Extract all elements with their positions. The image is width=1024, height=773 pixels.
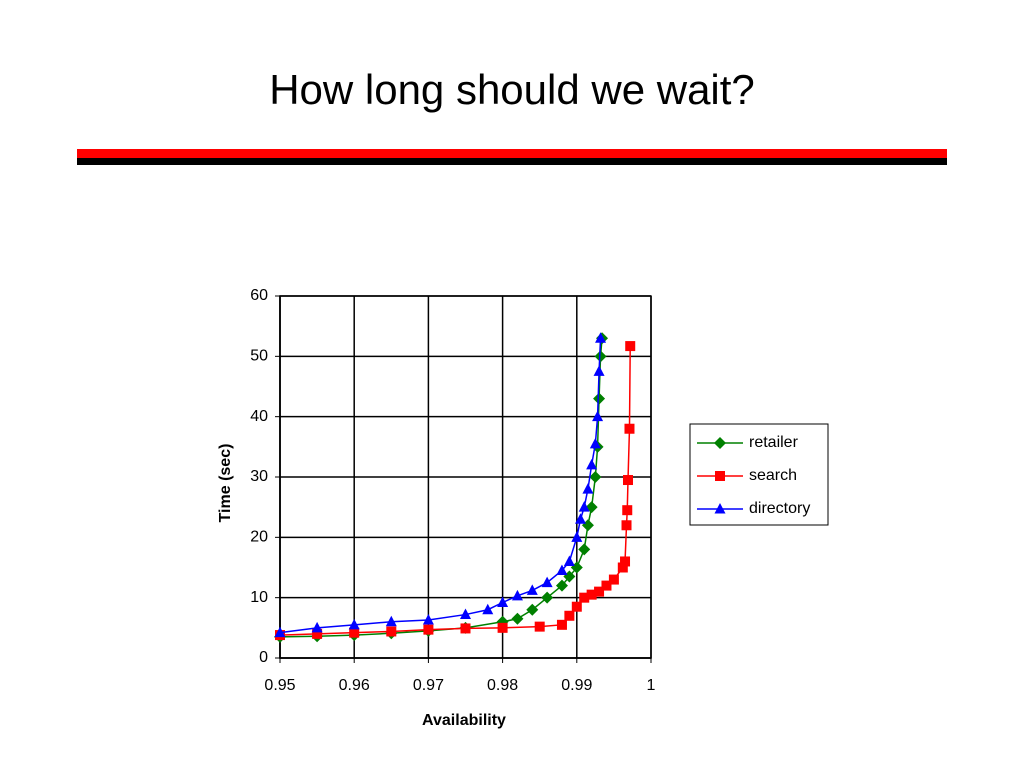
marker — [714, 437, 726, 449]
legend-label: search — [749, 467, 797, 484]
marker — [423, 624, 434, 635]
marker — [497, 596, 509, 607]
marker — [526, 584, 538, 595]
x-tick-label: 0.97 — [413, 677, 444, 694]
marker — [312, 628, 323, 639]
marker — [311, 621, 323, 633]
marker — [274, 626, 286, 638]
legend-box — [689, 423, 829, 526]
title-rule-black — [77, 158, 947, 165]
marker — [575, 513, 587, 524]
marker — [460, 608, 471, 620]
marker — [622, 475, 633, 486]
marker — [586, 589, 597, 600]
y-tick-label: 40 — [250, 408, 268, 425]
marker — [592, 410, 604, 422]
marker — [571, 531, 583, 542]
marker — [586, 458, 598, 470]
slide-title: How long should we wait? — [269, 66, 755, 113]
marker — [593, 392, 606, 405]
marker — [589, 471, 602, 483]
marker — [497, 622, 508, 633]
marker — [579, 592, 590, 603]
marker — [349, 627, 360, 638]
marker — [511, 612, 524, 625]
legend-label: retailer — [749, 434, 799, 451]
marker — [482, 603, 494, 615]
marker — [541, 576, 553, 588]
marker — [555, 579, 568, 592]
y-tick-label: 30 — [250, 468, 268, 485]
x-tick-label: 0.96 — [339, 677, 370, 694]
marker — [594, 350, 607, 363]
marker — [625, 341, 636, 352]
marker — [422, 613, 434, 625]
marker — [571, 601, 582, 612]
marker — [564, 610, 575, 621]
y-tick-label: 10 — [250, 589, 268, 606]
marker — [460, 623, 471, 634]
marker — [589, 437, 601, 449]
marker — [386, 626, 397, 637]
x-tick-label: 0.98 — [487, 677, 518, 694]
y-tick-label: 60 — [250, 287, 268, 304]
x-tick-label: 0.99 — [561, 677, 592, 694]
marker — [595, 332, 607, 343]
marker — [511, 589, 523, 601]
x-tick-label: 0.95 — [264, 677, 295, 694]
y-tick-label: 0 — [259, 649, 268, 666]
title-rule-red — [77, 149, 947, 158]
marker — [617, 562, 628, 573]
y-axis-title: Time (sec) — [217, 444, 234, 523]
x-axis-title: Availability — [422, 712, 506, 729]
marker — [526, 603, 539, 616]
marker — [385, 615, 397, 627]
marker — [715, 471, 725, 481]
marker — [594, 586, 605, 597]
marker — [348, 618, 360, 630]
series-line — [279, 338, 602, 634]
marker — [541, 591, 554, 604]
marker — [621, 520, 632, 531]
marker — [622, 505, 633, 516]
marker — [714, 503, 726, 514]
marker — [563, 555, 575, 566]
marker — [556, 619, 567, 630]
marker — [624, 423, 635, 434]
marker — [585, 501, 598, 514]
marker — [608, 574, 619, 585]
marker — [578, 543, 591, 556]
marker — [620, 556, 631, 567]
y-tick-label: 20 — [250, 529, 268, 546]
marker — [601, 580, 612, 591]
y-tick-label: 50 — [250, 348, 268, 365]
marker — [534, 621, 545, 632]
marker — [582, 483, 594, 494]
x-tick-label: 1 — [647, 677, 656, 694]
legend-label: directory — [749, 500, 810, 517]
marker — [578, 501, 590, 512]
marker — [556, 564, 568, 576]
marker — [593, 365, 605, 376]
